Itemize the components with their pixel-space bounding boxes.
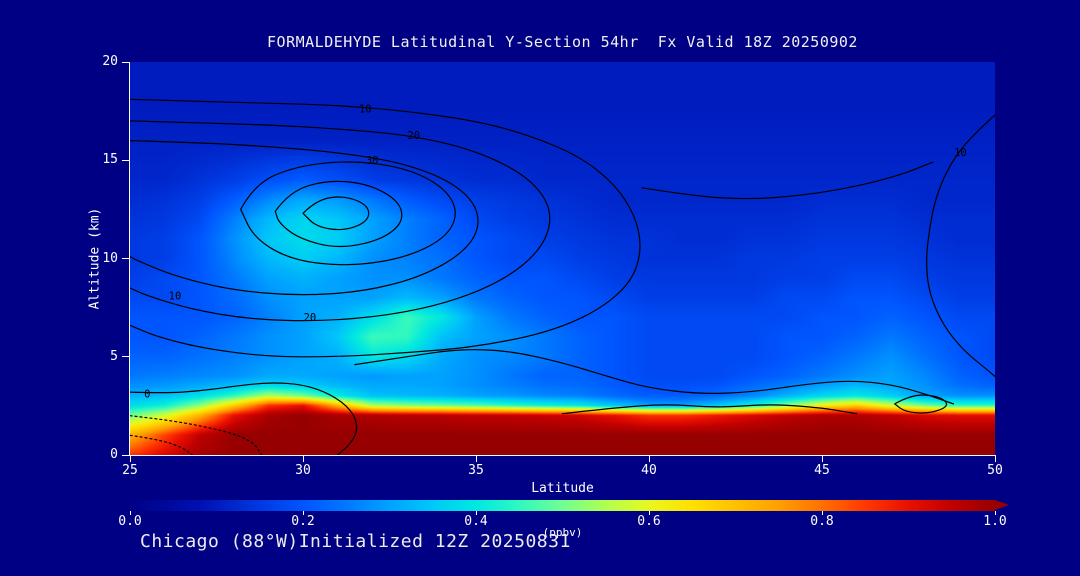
x-tick-label: 30: [295, 463, 311, 478]
contour-overlay: 10 20 30 20 10 0 10: [130, 98, 995, 455]
colorbar-tick-label: 1.0: [983, 514, 1007, 529]
contour-label: 0: [144, 389, 150, 401]
contour-line: [130, 382, 358, 455]
x-tick-mark: [475, 456, 477, 462]
heatmap-canvas: [130, 62, 995, 455]
contour-label: 30: [366, 155, 379, 167]
colorbar: [130, 500, 995, 511]
contour-line: [302, 196, 370, 231]
contour-line: [240, 161, 456, 266]
colorbar-label: (ppbv): [542, 526, 583, 539]
contour-label: 20: [407, 130, 420, 142]
contour-line: [274, 180, 403, 248]
colorbar-tick-mark: [821, 511, 823, 515]
plot-title: FORMALDEHYDE Latitudinal Y-Section 54hr …: [267, 33, 858, 51]
x-tick-label: 25: [122, 463, 138, 478]
x-tick-mark: [994, 456, 996, 462]
contour-line: [894, 394, 948, 414]
y-tick-label: 15: [102, 152, 118, 168]
y-tick-mark: [122, 159, 129, 161]
x-tick-mark: [302, 456, 304, 462]
y-tick-label: 10: [102, 250, 118, 266]
y-tick-label: 20: [102, 54, 118, 69]
colorbar-tick-mark: [475, 511, 477, 515]
colorbar-tick-mark: [129, 511, 131, 515]
contour-line: [130, 120, 551, 322]
contour-line: [130, 415, 263, 455]
x-tick-label: 50: [987, 463, 1003, 478]
contour-line: [130, 98, 641, 358]
contour-label: 20: [304, 312, 317, 324]
x-tick-label: 40: [641, 463, 657, 478]
y-tick-mark: [122, 356, 129, 358]
x-axis-label: Latitude: [531, 481, 594, 496]
contour-line: [354, 349, 955, 405]
contour-line: [926, 114, 995, 377]
colorbar-tick-mark: [994, 511, 996, 515]
colorbar-tick-label: 0.2: [291, 514, 315, 529]
colorbar-arrow-tip: [995, 500, 1009, 510]
x-tick-mark: [648, 456, 650, 462]
contour-line: [561, 404, 858, 415]
x-tick-label: 35: [468, 463, 484, 478]
colorbar-tick-mark: [302, 511, 304, 515]
y-tick-label: 5: [110, 348, 118, 364]
footer-annotation: Chicago (88°W)Initialized 12Z 20250831: [140, 531, 571, 552]
colorbar-tick-label: 0.0: [118, 514, 142, 529]
contour-line: [641, 161, 934, 200]
contour-line: [130, 140, 479, 296]
y-tick-mark: [122, 258, 129, 259]
contour-label: 10: [169, 290, 182, 302]
x-tick-mark: [129, 456, 131, 462]
colorbar-tick-label: 0.6: [637, 514, 661, 529]
colorbar-tick-label: 0.8: [810, 514, 834, 529]
x-tick-mark: [821, 456, 823, 462]
plot-area: 10 20 30 20 10 0 10: [130, 62, 995, 455]
y-axis-line: [129, 62, 130, 456]
y-tick-mark: [122, 61, 129, 63]
y-tick-mark: [122, 454, 129, 456]
x-tick-label: 45: [814, 463, 830, 478]
contour-line: [130, 434, 193, 455]
colorbar-tick-mark: [648, 511, 650, 515]
contour-label: 10: [359, 104, 372, 116]
y-tick-label: 0: [110, 447, 118, 462]
colorbar-tick-label: 0.4: [464, 514, 488, 529]
contour-label: 10: [954, 147, 967, 159]
x-axis-line: [129, 455, 996, 456]
